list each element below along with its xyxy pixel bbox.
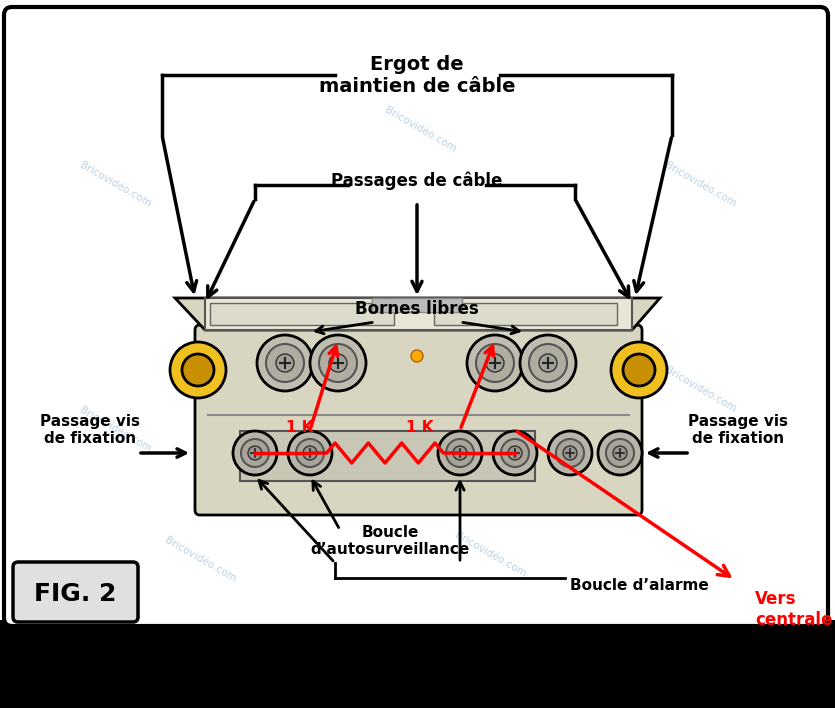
Circle shape [548, 431, 592, 475]
Text: Bricovidéo.com: Bricovidéo.com [78, 161, 153, 210]
Circle shape [241, 439, 269, 467]
Text: Passage vis
de fixation: Passage vis de fixation [40, 413, 140, 446]
Text: Bricovidéo.com: Bricovidéo.com [163, 535, 237, 585]
Circle shape [486, 354, 504, 372]
Circle shape [476, 344, 514, 382]
Text: Boucle
d’autosurveillance: Boucle d’autosurveillance [311, 525, 469, 557]
Circle shape [520, 335, 576, 391]
Text: Vers
centrale: Vers centrale [755, 590, 832, 629]
Circle shape [611, 342, 667, 398]
Text: FIG. 2: FIG. 2 [33, 582, 116, 606]
Circle shape [303, 446, 317, 460]
Circle shape [170, 342, 226, 398]
Circle shape [529, 344, 567, 382]
Circle shape [613, 446, 627, 460]
Text: Bricovidéo.com: Bricovidéo.com [453, 530, 528, 579]
Circle shape [329, 354, 347, 372]
Circle shape [623, 354, 655, 386]
Circle shape [233, 431, 277, 475]
Circle shape [493, 431, 537, 475]
Text: Bricovidéo.com: Bricovidéo.com [78, 406, 153, 455]
Circle shape [310, 335, 366, 391]
Circle shape [182, 354, 214, 386]
Circle shape [501, 439, 529, 467]
Text: Boucle d’alarme: Boucle d’alarme [570, 578, 709, 593]
Bar [240, 431, 535, 481]
Text: Bricovidéo.com: Bricovidéo.com [663, 161, 737, 210]
Circle shape [563, 446, 577, 460]
Bar [433, 303, 617, 325]
Circle shape [606, 439, 634, 467]
Polygon shape [175, 298, 660, 330]
Bar [372, 298, 462, 312]
Circle shape [467, 335, 523, 391]
Text: Bricovidéo.com: Bricovidéo.com [663, 365, 737, 414]
FancyBboxPatch shape [195, 325, 642, 515]
Circle shape [438, 431, 482, 475]
Circle shape [556, 439, 584, 467]
Text: Comment fonctionne le détecteur: Comment fonctionne le détecteur [219, 658, 615, 678]
Circle shape [319, 344, 357, 382]
Circle shape [266, 344, 304, 382]
Circle shape [539, 354, 557, 372]
Bar [0, 620, 835, 708]
Text: Bornes libres: Bornes libres [355, 300, 479, 318]
Circle shape [411, 350, 423, 362]
Bar [210, 303, 393, 325]
Circle shape [288, 431, 332, 475]
Circle shape [276, 354, 294, 372]
Circle shape [453, 446, 467, 460]
Text: Ergot de
maintien de câble: Ergot de maintien de câble [319, 55, 515, 96]
Circle shape [508, 446, 522, 460]
Bar [205, 298, 632, 330]
Text: 1 K: 1 K [286, 420, 314, 435]
FancyBboxPatch shape [4, 7, 828, 626]
FancyBboxPatch shape [13, 562, 138, 622]
Text: Passage vis
de fixation: Passage vis de fixation [688, 413, 788, 446]
Text: Bricovidéo.com: Bricovidéo.com [382, 360, 458, 409]
Circle shape [257, 335, 313, 391]
Text: Passages de câble: Passages de câble [331, 172, 503, 190]
Circle shape [248, 446, 262, 460]
Circle shape [296, 439, 324, 467]
Circle shape [598, 431, 642, 475]
Text: 1 K: 1 K [407, 420, 433, 435]
Text: Bricovidéo.com: Bricovidéo.com [382, 105, 458, 154]
Circle shape [446, 439, 474, 467]
